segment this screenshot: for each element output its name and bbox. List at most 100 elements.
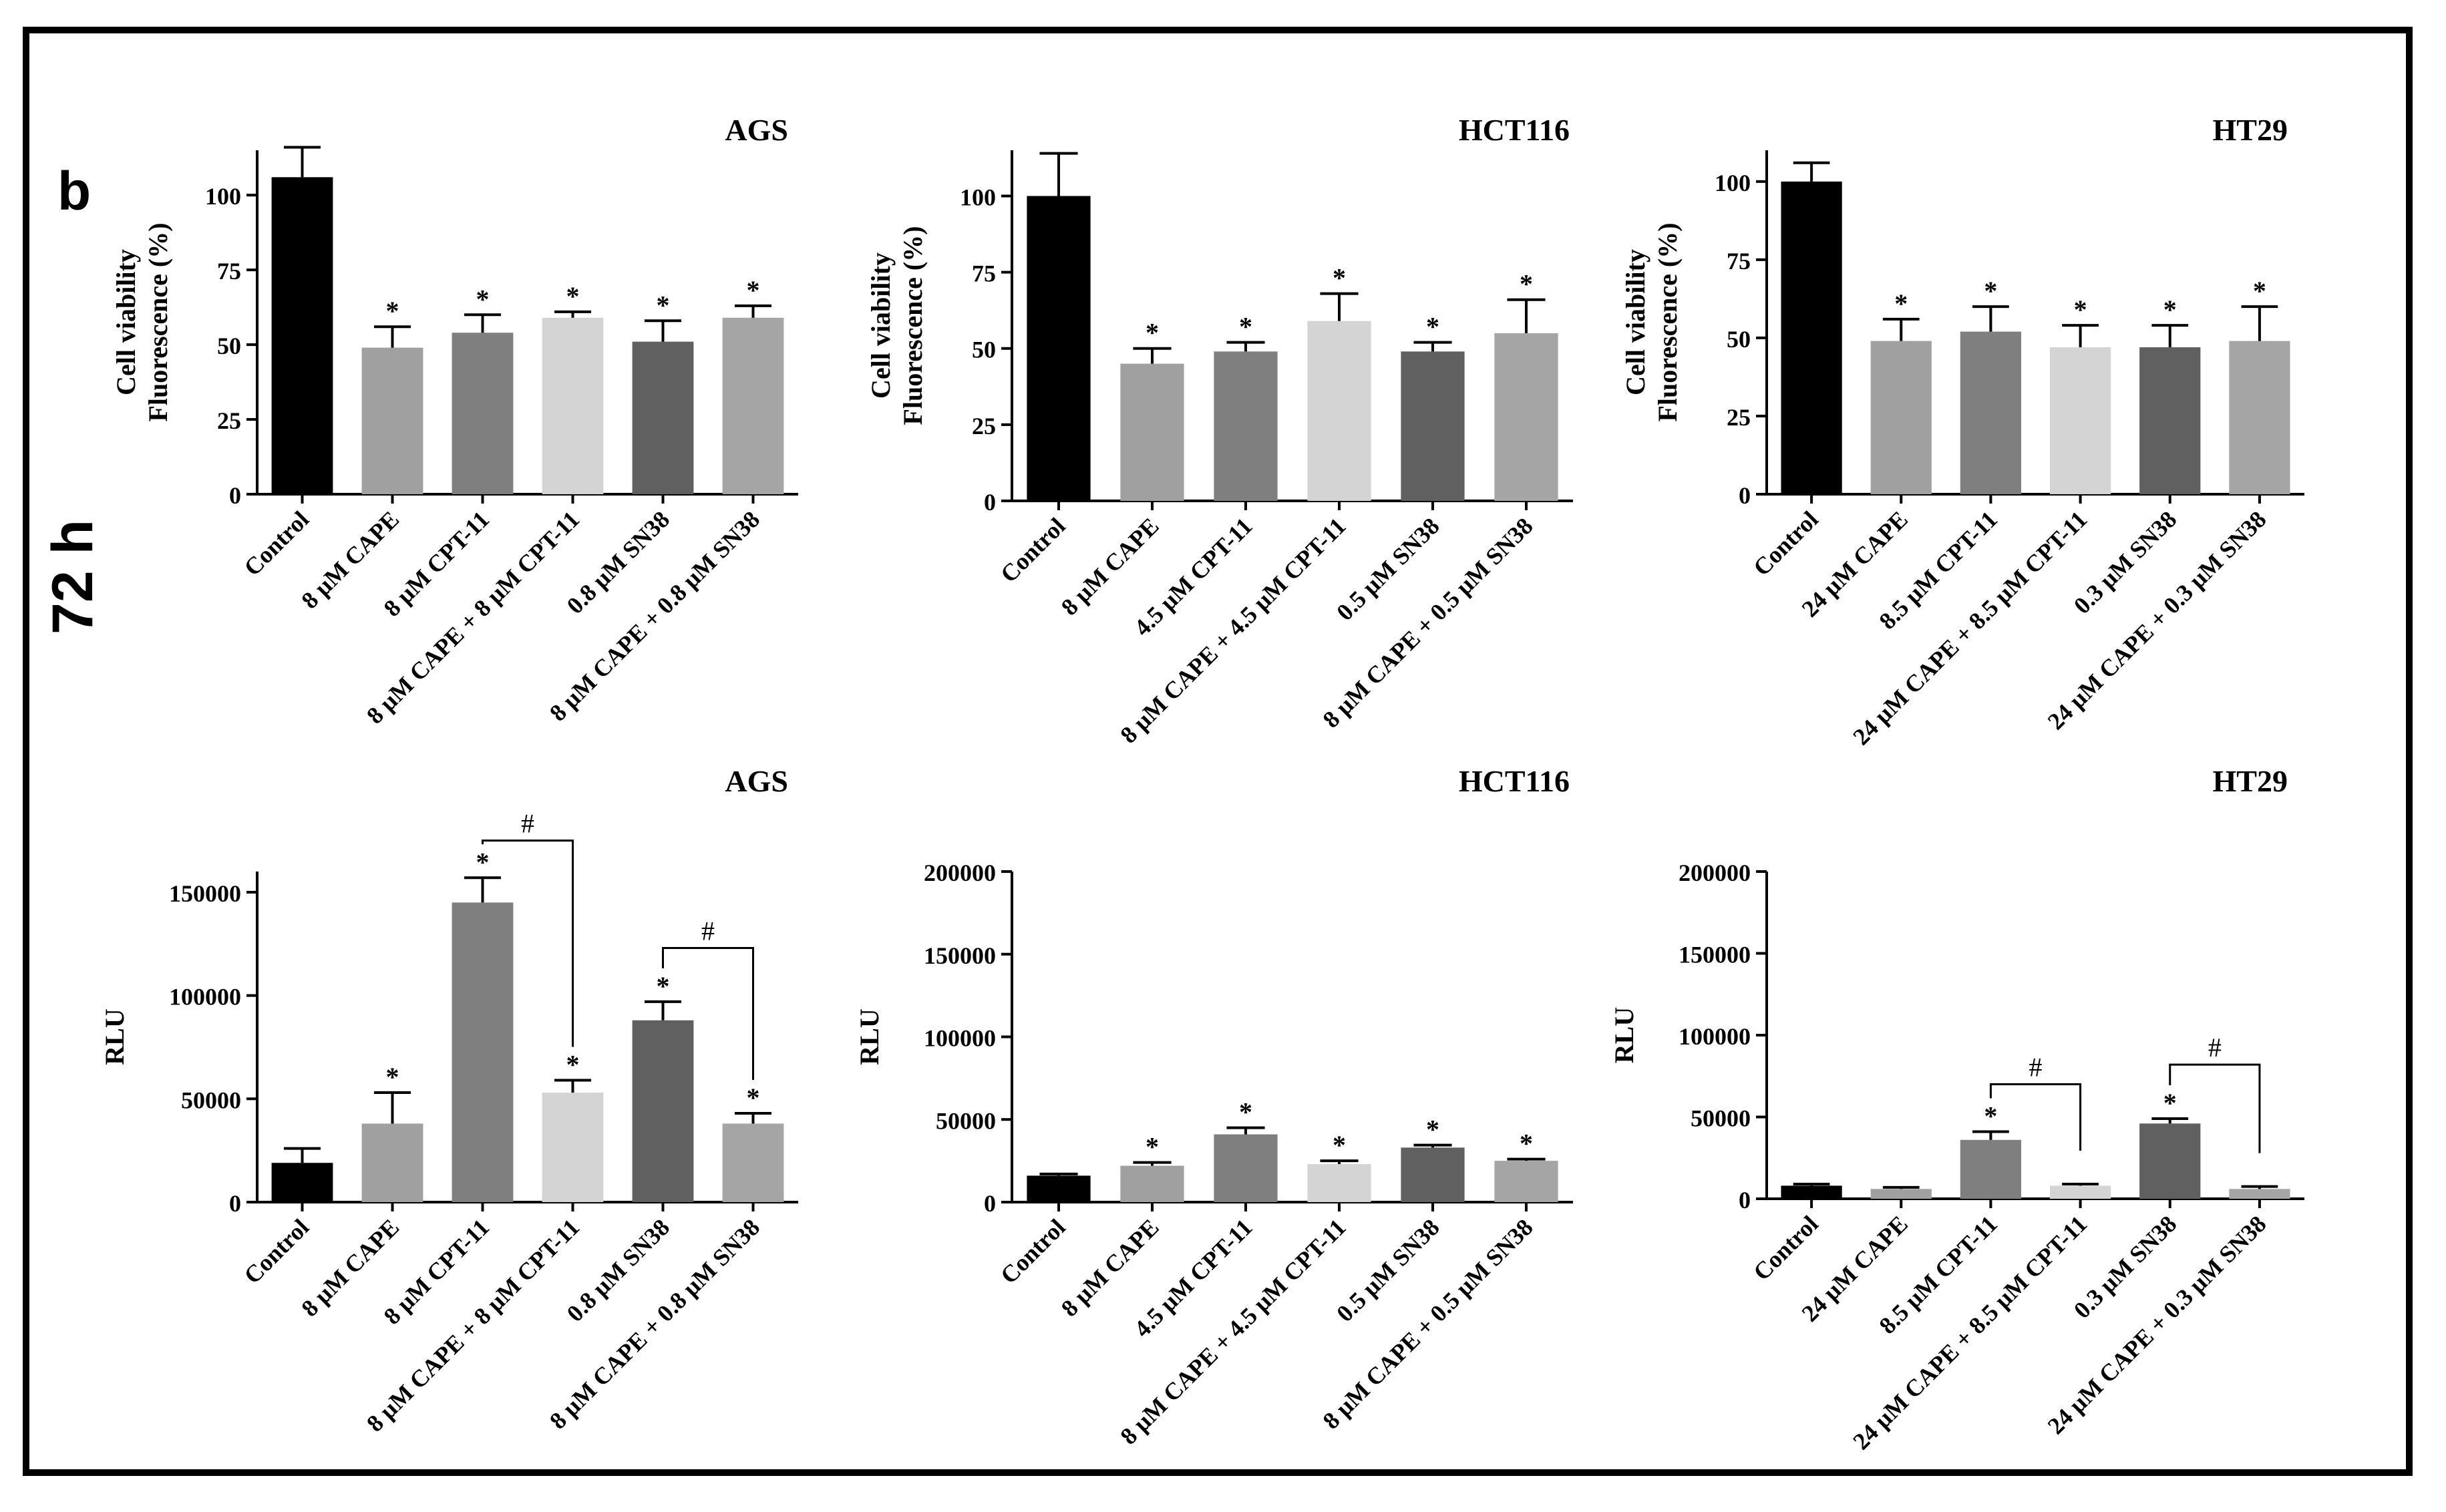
significance-star: * [386,296,399,326]
bar [1027,196,1091,501]
bar [632,341,694,494]
bar [1027,1175,1091,1202]
significance-star: * [1146,1132,1159,1162]
y-tick-label: 50 [1727,326,1751,353]
y-axis-label: Cell viabilityFluorescence (%) [111,222,173,421]
significance-star: * [1239,1097,1252,1127]
y-tick-label: 0 [229,1190,241,1217]
bracket-label: # [2208,1032,2222,1063]
bar [542,317,604,494]
bar [1870,341,1932,494]
chart-title: HT29 [2213,113,2288,147]
y-tick-label: 0 [1739,482,1751,509]
chart-title: AGS [725,113,788,147]
bar [1214,1134,1278,1202]
bar [2229,1189,2290,1199]
significance-star: * [1333,263,1346,293]
bracket-label: # [2029,1053,2043,1083]
bar [632,1020,694,1202]
y-tick-label: 100 [960,184,996,210]
chart-title: HCT116 [1459,113,1570,147]
bar [452,333,514,494]
significance-star: * [1520,1129,1533,1159]
significance-star: * [1984,1101,1997,1131]
y-tick-label: 50000 [936,1107,996,1134]
significance-star: * [476,847,490,877]
y-tick-label: 0 [1739,1187,1751,1213]
significance-star: * [2163,1088,2177,1118]
significance-star: * [1894,289,1908,319]
y-tick-label: 200000 [1679,860,1751,886]
bar [1960,1139,2022,1199]
bar [1401,351,1465,501]
y-axis-label: Cell viabilityFluorescence (%) [866,226,928,425]
y-tick-label: 150000 [1679,942,1751,968]
y-tick-label: 0 [229,482,241,509]
y-axis-label-line: Fluorescence (%) [898,226,928,425]
y-tick-label: 50000 [181,1087,241,1113]
bar [2049,1185,2111,1199]
bar [1781,181,1842,494]
chart-title: HCT116 [1459,764,1570,798]
y-axis-label-line: RLU [1609,1007,1639,1063]
significance-star: * [2163,295,2177,325]
y-axis-label-line: Fluorescence (%) [143,222,173,421]
significance-star: * [1426,1115,1439,1145]
y-tick-label: 200000 [924,860,996,886]
chart-1: HCT116 0 25 50 75 100 Cell viabilityFluorescen… [866,113,1573,749]
bar [542,1093,604,1202]
bar [1214,351,1278,501]
significance-bracket [482,839,574,1047]
significance-star: * [1520,269,1533,299]
y-tick-label: 150000 [169,880,241,907]
bar [1307,1164,1371,1202]
y-tick-label: 50 [217,333,241,359]
y-axis-label: RLU [100,1008,130,1065]
bar [722,1123,784,1202]
bracket-label: # [521,809,534,839]
y-axis-label: Cell viabilityFluorescence (%) [1620,222,1683,421]
figure-frame [23,27,2413,1476]
bar [1781,1185,1842,1199]
chart-2: HT29 0 25 50 75 100 Cell viabilityFluorescence… [1620,113,2304,750]
chart-4: HCT116 0 50000 100000 150000 200000 RLU Control… [854,764,1573,1450]
significance-star: * [566,1049,580,1079]
y-tick-label: 150000 [924,942,996,969]
significance-star: * [476,284,490,314]
y-tick-label: 75 [972,260,996,287]
y-tick-label: 100000 [924,1025,996,1052]
chart-0: AGS 0 25 50 75 100 Cell viabilityFluorescence … [111,113,798,729]
bar [2049,347,2111,494]
bar [1494,333,1558,501]
y-tick-label: 25 [1727,404,1751,431]
y-tick-label: 75 [1727,248,1751,274]
x-tick-label: Control [1748,506,1823,581]
bar [361,347,423,494]
bar [1307,321,1371,501]
bar [452,902,514,1202]
y-tick-label: 75 [217,258,241,285]
significance-star: * [1426,312,1439,342]
x-tick-label: Control [995,1213,1071,1289]
y-tick-label: 50000 [1691,1105,1751,1132]
y-axis-label-line: RLU [100,1008,130,1065]
significance-bracket [2169,1063,2261,1153]
y-tick-label: 100000 [169,984,241,1010]
y-tick-label: 0 [984,1190,996,1217]
y-axis-label-line: Fluorescence (%) [1652,222,1683,421]
bar [271,1163,333,1202]
y-tick-label: 0 [984,489,996,516]
bar [1960,331,2022,494]
y-tick-label: 100 [205,183,241,210]
significance-star: * [2253,276,2266,306]
significance-star: * [747,275,760,305]
x-tick-label: Control [238,1213,314,1289]
significance-star: * [747,1083,760,1113]
y-tick-label: 100000 [1679,1023,1751,1050]
y-axis-label-line: Cell viability [866,252,896,399]
y-tick-label: 25 [217,407,241,434]
bar [2139,347,2201,494]
panel-letter: b [57,161,92,222]
